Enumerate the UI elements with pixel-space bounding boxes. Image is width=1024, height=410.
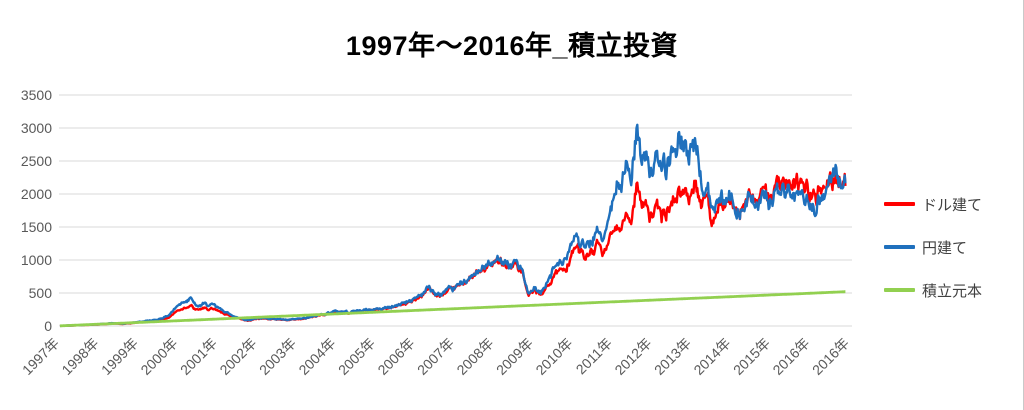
x-tick-label: 2010年	[532, 335, 575, 378]
y-tick-label: 2000	[21, 186, 52, 202]
x-tick-label: 2007年	[414, 335, 457, 378]
legend-label-yen: 円建て	[922, 239, 968, 257]
x-tick-label: 2000年	[137, 335, 180, 378]
legend-item-dollar: ドル建て	[884, 192, 982, 216]
x-tick-label: 2002年	[216, 335, 259, 378]
x-tick-label: 2015年	[730, 335, 773, 378]
x-tick-label: 2008年	[453, 335, 496, 378]
legend-label-dollar: ドル建て	[922, 196, 983, 214]
x-tick-label: 2012年	[611, 335, 654, 378]
series-line-yen	[59, 123, 847, 328]
y-tick-label: 500	[29, 285, 53, 301]
y-tick-label: 0	[44, 318, 52, 334]
y-tick-label: 1000	[21, 252, 52, 268]
legend-swatch-red-line	[884, 202, 915, 206]
x-tick-label: 2005年	[335, 335, 378, 378]
y-tick-label: 3500	[21, 87, 52, 103]
series-line-principal	[59, 290, 847, 328]
x-tick-label: 2016年	[769, 335, 812, 378]
x-tick-label: 2004年	[295, 335, 338, 378]
x-tick-label: 2014年	[690, 335, 733, 378]
legend-label-principal: 積立元本	[922, 282, 983, 300]
x-tick-label: 1997年	[19, 335, 62, 378]
x-tick-label: 2001年	[177, 335, 220, 378]
y-tick-label: 3000	[21, 120, 52, 136]
legend-swatch-green-line	[884, 288, 915, 292]
chart-title: 1997年〜2016年_積立投資	[345, 31, 679, 61]
x-tick-label: 2006年	[374, 335, 417, 378]
y-tick-label: 2500	[21, 153, 52, 169]
x-tick-label: 2016年	[809, 335, 852, 378]
x-tick-label: 2013年	[651, 335, 694, 378]
x-tick-label: 1998年	[58, 335, 101, 378]
x-tick-label: 1999年	[98, 335, 141, 378]
x-tick-label: 2009年	[493, 335, 536, 378]
y-tick-label: 1500	[21, 219, 52, 235]
legend-item-yen: 円建て	[884, 235, 982, 259]
legend-swatch-blue-line	[884, 245, 915, 249]
legend-item-principal: 積立元本	[884, 278, 982, 302]
x-tick-label: 2011年	[573, 335, 616, 378]
x-tick-label: 2003年	[256, 335, 299, 378]
chart-legend: ドル建て 円建て 積立元本	[884, 192, 982, 302]
